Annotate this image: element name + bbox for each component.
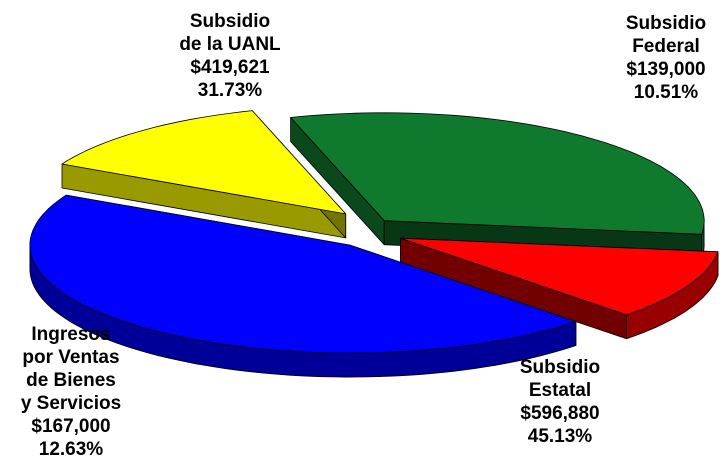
label-percent: 12.63% bbox=[38, 439, 104, 460]
label-subsidio-estatal: Subsidio Estatal $596,880 45.13% bbox=[500, 356, 620, 448]
label-line: Subsidio bbox=[625, 13, 707, 34]
label-line: Ingresos bbox=[31, 324, 111, 345]
label-value: $139,000 bbox=[626, 59, 706, 80]
label-value: $596,880 bbox=[520, 403, 600, 424]
label-subsidio-uanl: Subsidio de la UANL $419,621 31.73% bbox=[150, 10, 310, 102]
slice-federal bbox=[400, 237, 719, 316]
label-line: Federal bbox=[632, 36, 700, 57]
label-percent: 45.13% bbox=[527, 426, 593, 447]
label-line: Estatal bbox=[528, 380, 592, 401]
label-percent: 31.73% bbox=[197, 80, 263, 101]
label-line: de Bienes bbox=[26, 370, 116, 391]
label-value: $419,621 bbox=[190, 57, 270, 78]
label-subsidio-federal: Subsidio Federal $139,000 10.51% bbox=[606, 12, 725, 104]
slice-ingresos bbox=[61, 110, 347, 215]
label-line: Subsidio bbox=[519, 357, 601, 378]
label-line: y Servicios bbox=[20, 393, 122, 414]
slice-estatal bbox=[29, 194, 577, 354]
label-line: de la UANL bbox=[179, 34, 281, 55]
slice-uanl bbox=[290, 112, 705, 235]
label-percent: 10.51% bbox=[633, 82, 699, 103]
label-line: Subsidio bbox=[189, 11, 271, 32]
label-ingresos-ventas: Ingresos por Ventas de Bienes y Servicio… bbox=[0, 323, 142, 461]
label-line: por Ventas bbox=[22, 347, 120, 368]
label-value: $167,000 bbox=[31, 416, 111, 437]
